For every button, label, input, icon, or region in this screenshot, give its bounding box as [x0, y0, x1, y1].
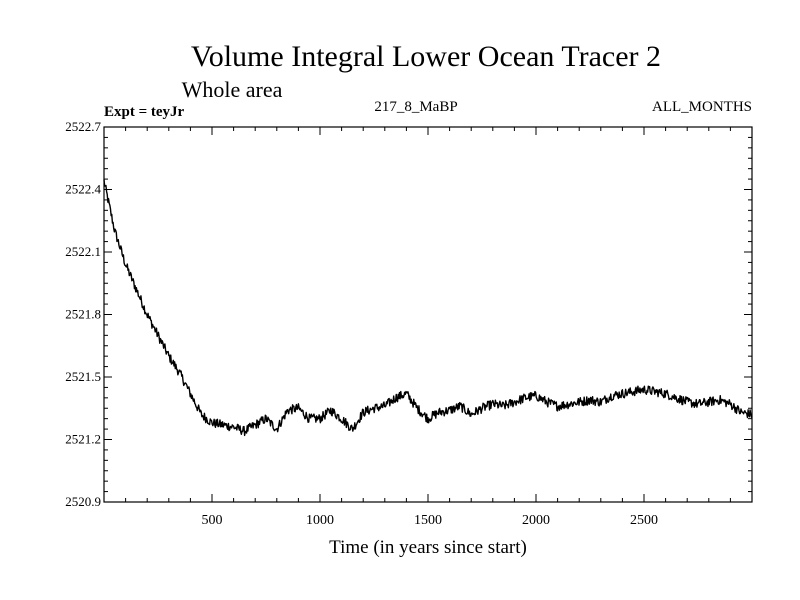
- y-tick-label: 2521.2: [65, 432, 101, 447]
- x-tick-label: 1000: [306, 513, 334, 528]
- y-axis-tick-labels: 2520.9 2521.2 2521.5 2521.8 2522.1 2522.4 2522…: [65, 119, 101, 509]
- y-tick-label: 2521.8: [65, 307, 101, 322]
- x-axis-tick-labels: 500 1000 1500 2000 2500: [202, 513, 659, 528]
- x-axis-title: Time (in years since start): [329, 537, 527, 558]
- y-tick-label: 2521.5: [65, 369, 101, 384]
- period-label: 217_8_MaBP: [374, 99, 457, 115]
- data-series-line: [103, 179, 753, 437]
- x-tick-label: 500: [202, 513, 223, 528]
- x-tick-label: 1500: [414, 513, 442, 528]
- expt-label: Expt = teyJr: [104, 104, 185, 120]
- x-tick-label: 2500: [630, 513, 658, 528]
- chart-title: Volume Integral Lower Ocean Tracer 2: [191, 40, 661, 73]
- chart-subtitle: Whole area: [182, 77, 283, 102]
- plot-frame: [103, 126, 753, 503]
- y-tick-label: 2522.7: [65, 119, 101, 134]
- y-tick-label: 2520.9: [65, 494, 101, 509]
- axis-ticks: [104, 126, 752, 503]
- y-tick-label: 2522.4: [65, 182, 101, 197]
- months-label: ALL_MONTHS: [652, 99, 752, 115]
- x-tick-label: 2000: [522, 513, 550, 528]
- y-tick-label: 2522.1: [65, 244, 101, 259]
